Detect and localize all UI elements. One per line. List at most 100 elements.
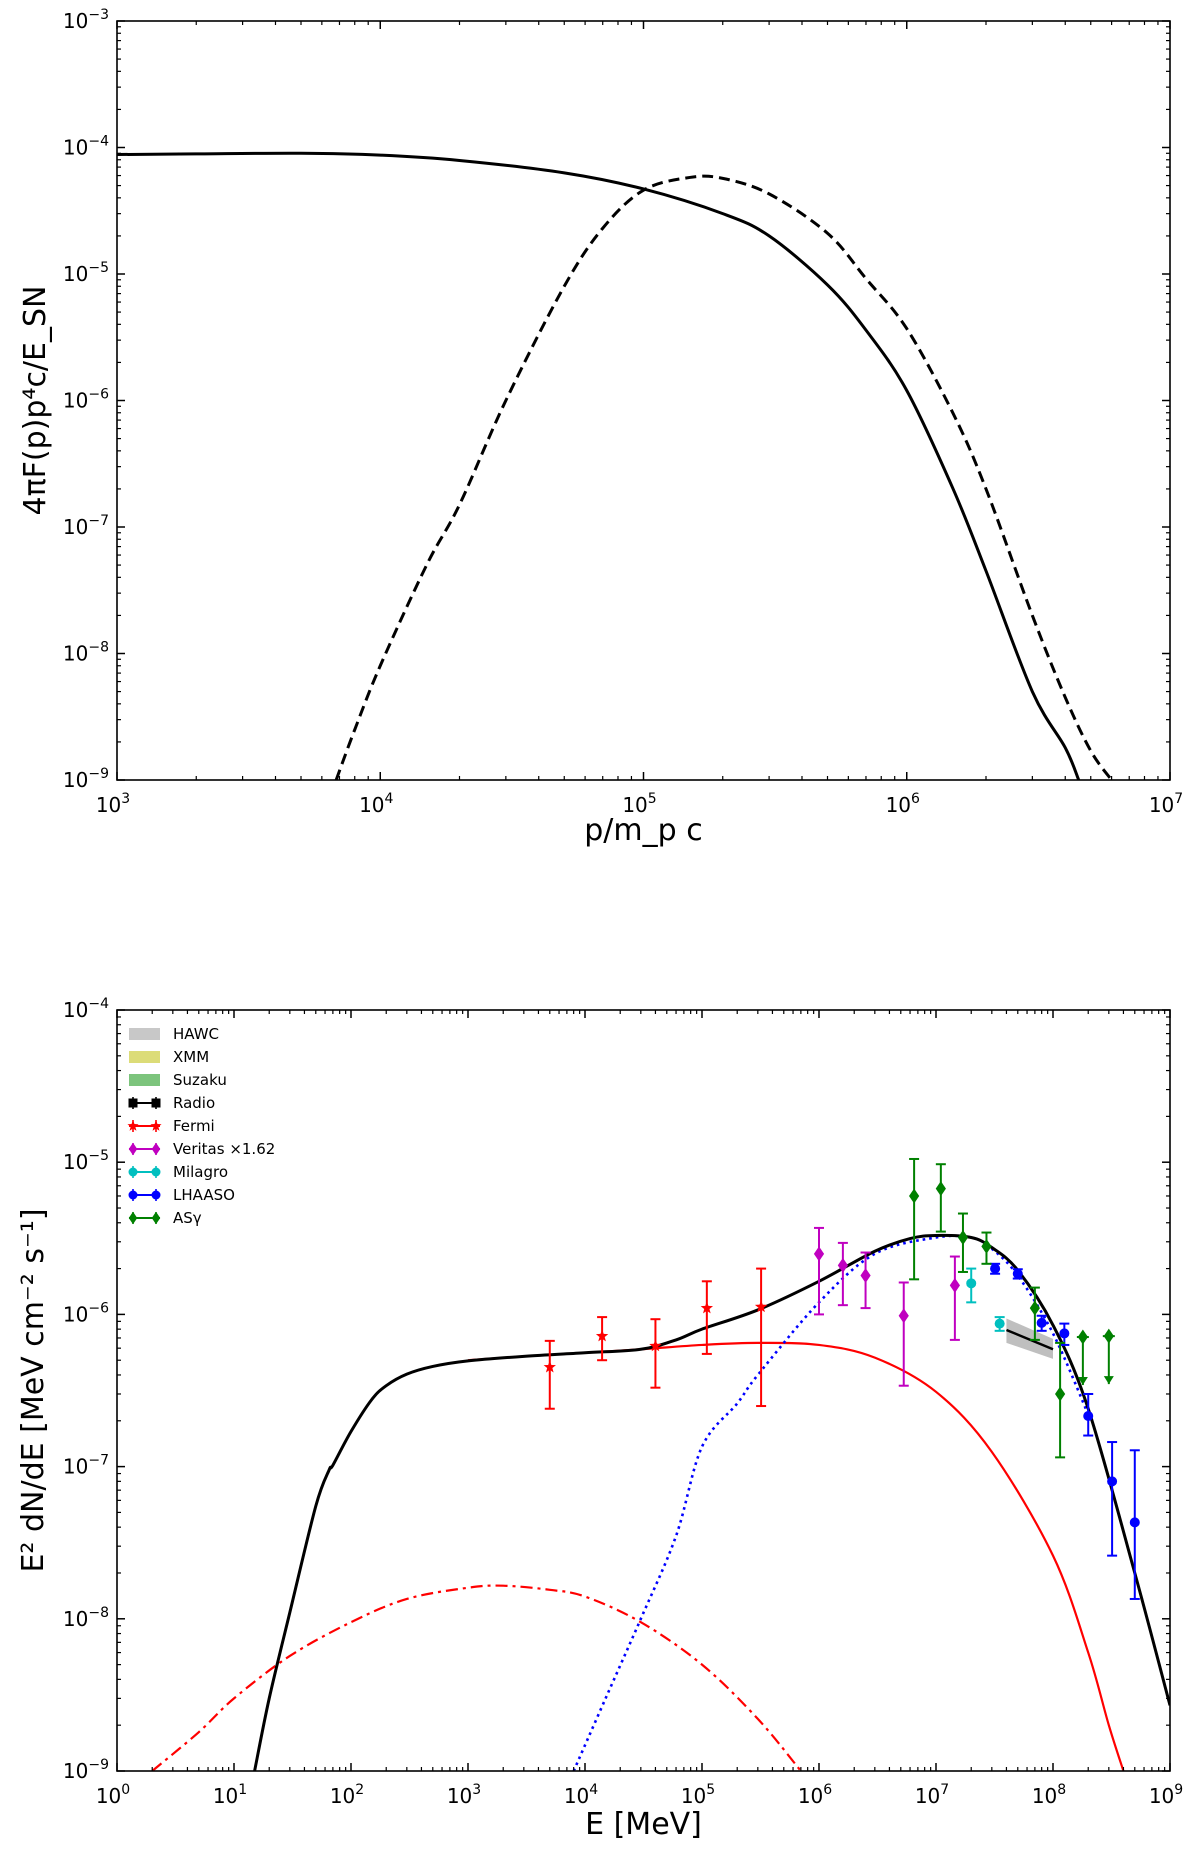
y-tick-label-exponent: −8: [88, 1605, 109, 1621]
legend-marker: [128, 1142, 138, 1156]
legend-label: ASγ: [173, 1209, 202, 1227]
data-point: [949, 1277, 960, 1293]
legend-label: XMM: [173, 1048, 209, 1066]
legend-swatch-suzaku: [129, 1074, 160, 1086]
data-series-veritas: [813, 1226, 960, 1387]
x-tick-label-base: 10: [886, 793, 911, 817]
legend-label: LHAASO: [173, 1186, 235, 1204]
y-tick-label-exponent: −3: [88, 7, 109, 23]
x-tick-label-exponent: 3: [472, 1782, 481, 1798]
legend-marker: [151, 1167, 161, 1177]
y-tick-label-base: 10: [63, 9, 88, 33]
data-point: [1083, 1411, 1094, 1422]
x-tick-label-base: 10: [330, 1784, 355, 1808]
band-hawc-centre-line: [1005, 1328, 1054, 1351]
data-point: [595, 1329, 609, 1342]
x-tick-label-exponent: 7: [1174, 791, 1183, 807]
y-tick-label-base: 10: [63, 1302, 88, 1326]
x-tick-label: 104: [359, 791, 393, 817]
data-point: [981, 1238, 992, 1254]
data-series-milagro: [966, 1267, 1005, 1332]
data-point: [700, 1301, 714, 1314]
y-tick-label: 10−3: [63, 7, 109, 33]
y-tick-label: 10−8: [63, 640, 109, 666]
y-tick-label: 10−9: [63, 766, 109, 792]
data-point: [957, 1230, 969, 1246]
x-tick-label: 105: [681, 1782, 715, 1808]
x-tick-label-base: 10: [213, 1784, 238, 1808]
x-tick-label-exponent: 9: [1174, 1782, 1183, 1798]
x-tick-label-exponent: 6: [911, 791, 920, 807]
y-tick-label-base: 10: [63, 1455, 88, 1479]
chart-2-y-axis-label: E² dN/dE [MeV cm⁻² s⁻¹]: [16, 1208, 51, 1572]
legend-marker: [150, 1120, 162, 1131]
x-tick-label: 102: [330, 1782, 364, 1808]
x-tick-label-base: 10: [622, 793, 647, 817]
y-tick-label: 10−5: [63, 260, 109, 286]
model-curve-red-dash-dot: [151, 1584, 802, 1771]
x-tick-label-base: 10: [96, 793, 121, 817]
legend-swatch-xmm: [129, 1051, 160, 1063]
y-tick-label-base: 10: [63, 1759, 88, 1783]
x-tick-label-exponent: 1: [238, 1782, 247, 1798]
y-tick-label: 10−4: [63, 134, 109, 160]
y-tick-label-exponent: −4: [88, 996, 109, 1012]
x-tick-label-base: 10: [798, 1784, 823, 1808]
data-point: [994, 1318, 1005, 1329]
x-tick-label-exponent: 5: [648, 791, 657, 807]
data-point: [898, 1308, 909, 1324]
x-tick-label-base: 10: [1032, 1784, 1057, 1808]
data-point: [1059, 1328, 1070, 1339]
x-tick-label: 106: [798, 1782, 832, 1808]
legend-marker: [128, 1190, 138, 1200]
plot-frame: [116, 20, 1171, 781]
y-tick-label: 10−6: [63, 1300, 109, 1326]
legend-label: Suzaku: [173, 1071, 227, 1089]
legend-marker: [127, 1120, 139, 1131]
y-tick-label-exponent: −6: [88, 387, 109, 403]
data-point: [1036, 1317, 1047, 1328]
y-tick-label-exponent: −9: [88, 1757, 109, 1773]
chart-1-series-group: [117, 151, 1113, 780]
x-tick-label: 105: [622, 791, 656, 817]
y-tick-label-base: 10: [63, 262, 88, 286]
chart-1-x-axis-label: p/m_p c: [584, 813, 702, 848]
x-tick-label-exponent: 8: [1057, 1782, 1066, 1798]
data-point: [837, 1257, 848, 1273]
x-tick-label-exponent: 0: [121, 1782, 130, 1798]
x-tick-label: 106: [886, 791, 920, 817]
x-tick-label-base: 10: [564, 1784, 589, 1808]
data-point: [1055, 1386, 1066, 1402]
x-tick-label-base: 10: [1149, 1784, 1174, 1808]
x-tick-label-exponent: 7: [940, 1782, 949, 1798]
y-tick-label-base: 10: [63, 136, 88, 160]
plot-frame: [116, 1009, 1171, 1772]
legend-label: Fermi: [173, 1117, 215, 1135]
x-tick-label: 103: [447, 1782, 481, 1808]
data-series-lhaaso: [990, 1262, 1140, 1600]
x-tick-label-base: 10: [1149, 793, 1174, 817]
upper-limit-arrowhead: [1077, 1377, 1088, 1386]
y-tick-label-exponent: −7: [88, 1453, 109, 1469]
y-tick-label: 10−8: [63, 1605, 109, 1631]
x-tick-label: 101: [213, 1782, 247, 1808]
legend-swatch-hawc: [129, 1028, 160, 1040]
data-point: [1077, 1329, 1088, 1345]
legend-marker: [151, 1142, 161, 1156]
y-tick-label-base: 10: [63, 1607, 88, 1631]
data-point: [909, 1188, 920, 1204]
data-point: [754, 1300, 768, 1313]
data-point: [1107, 1476, 1118, 1487]
data-point: [1029, 1300, 1040, 1316]
legend-label: Milagro: [173, 1163, 228, 1181]
y-tick-label-base: 10: [63, 515, 88, 539]
x-tick-label-base: 10: [447, 1784, 472, 1808]
data-point: [990, 1263, 1001, 1274]
x-tick-label: 100: [96, 1782, 130, 1808]
legend-marker: [151, 1190, 161, 1200]
x-tick-label-base: 10: [96, 1784, 121, 1808]
legend-marker: [128, 1211, 138, 1225]
x-tick-label: 107: [1149, 791, 1183, 817]
legend-marker: [151, 1211, 161, 1225]
